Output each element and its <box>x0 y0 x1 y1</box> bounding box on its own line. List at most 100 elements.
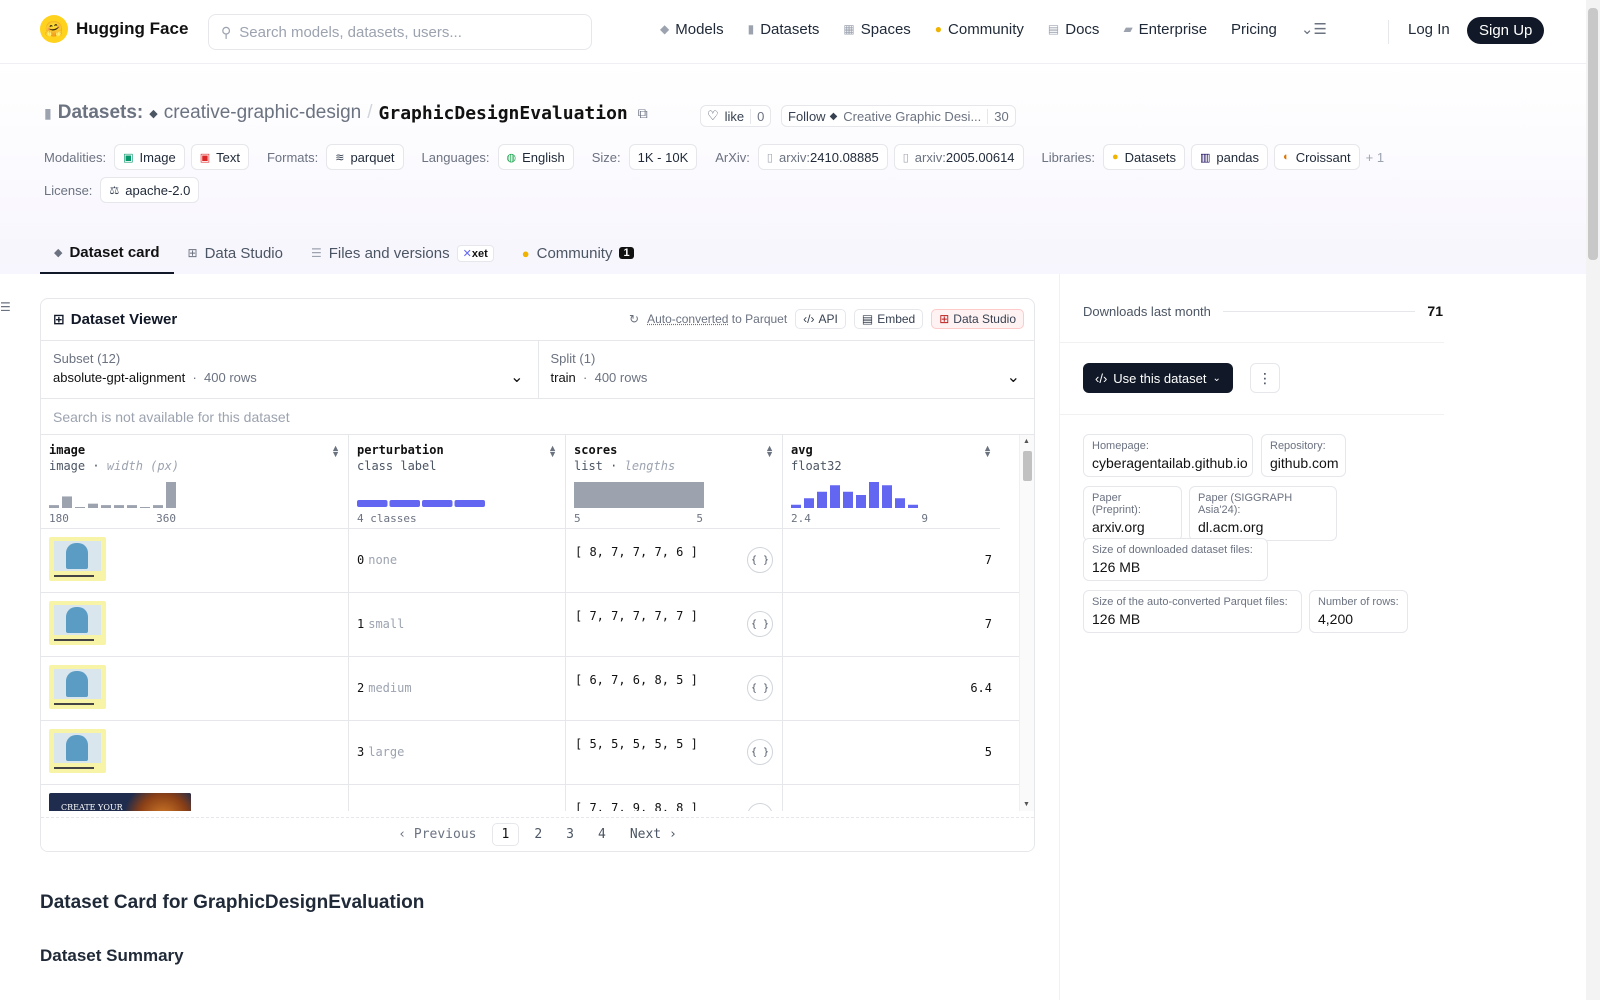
tag-arxiv-1[interactable]: ▯ arxiv: 2410.08885 <box>757 144 888 170</box>
use-this-dataset-button[interactable]: ‹/› Use this dataset ⌄ <box>1083 363 1233 393</box>
histogram-bar[interactable] <box>114 505 124 508</box>
histogram-bar[interactable] <box>882 485 892 508</box>
table-row[interactable]: 0 none [ 8, 7, 7, 7, 6 ] { } 7 <box>41 529 1021 593</box>
image-thumbnail[interactable] <box>49 665 106 709</box>
column-header-image[interactable]: image image · width (px) ▲ ▼ 180 360 <box>41 435 349 529</box>
sort-icon[interactable]: ▲ ▼ <box>331 443 340 459</box>
tag-arxiv-2[interactable]: ▯ arxiv: 2005.00614 <box>893 144 1024 170</box>
image-cell[interactable] <box>41 657 349 721</box>
info-repository[interactable]: Repository: github.com <box>1261 434 1346 477</box>
histogram-bar[interactable] <box>856 495 866 508</box>
image-thumbnail[interactable] <box>49 601 106 645</box>
more-options-button[interactable]: ⋮ <box>1250 363 1280 393</box>
tag-library-pandas[interactable]: ▥ pandas <box>1190 144 1269 170</box>
table-row[interactable]: 1 small [ 7, 7, 7, 7, 7 ] { } 7 <box>41 593 1021 657</box>
like-button[interactable]: ♡ like 0 <box>700 105 772 127</box>
expand-json-icon[interactable]: { } <box>747 739 773 765</box>
histogram-bar[interactable] <box>88 503 98 508</box>
histogram-bar[interactable] <box>869 482 879 508</box>
image-thumbnail[interactable] <box>49 537 106 581</box>
libraries-more[interactable]: + 1 <box>1365 149 1385 165</box>
nav-docs[interactable]: ▤ Docs <box>1048 21 1100 38</box>
table-row[interactable]: 2 medium [ 6, 7, 6, 8, 5 ] { } 6.4 <box>41 657 1021 721</box>
sort-icon[interactable]: ▲ ▼ <box>983 443 992 459</box>
brand-logo-link[interactable]: 🤗 Hugging Face <box>40 15 188 43</box>
page-button-1[interactable]: 1 <box>491 823 520 846</box>
embed-button[interactable]: ▤ Embed <box>853 309 924 329</box>
table-row[interactable]: CREATE YOUR [ 7, 7, 9, 8, 8 ] { } <box>41 785 1021 811</box>
histogram-bar[interactable] <box>830 485 840 508</box>
scroll-up-icon[interactable]: ▲ <box>1023 438 1030 445</box>
signup-button[interactable]: Sign Up <box>1467 17 1545 44</box>
sort-icon[interactable]: ▲ ▼ <box>548 443 557 459</box>
nav-community[interactable]: ● Community <box>935 21 1024 38</box>
tag-license[interactable]: ⚖ apache-2.0 <box>100 177 200 203</box>
tab-dataset-card[interactable]: ◆ Dataset card <box>40 232 174 274</box>
tab-data-studio[interactable]: ⊞ Data Studio <box>174 232 297 274</box>
split-dropdown[interactable]: Split (1) train · 400 rows ⌄ <box>537 341 1035 398</box>
page-scroll-thumb[interactable] <box>1588 8 1598 260</box>
tab-community[interactable]: ● Community 1 <box>508 232 648 274</box>
image-cell[interactable] <box>41 593 349 657</box>
histogram-bar[interactable] <box>75 507 85 508</box>
histogram-bar[interactable] <box>49 505 59 508</box>
tag-size[interactable]: 1K - 10K <box>628 144 698 170</box>
org-link[interactable]: creative-graphic-design <box>163 102 362 123</box>
expand-json-icon[interactable]: { } <box>747 547 773 573</box>
info-paper-siggraph[interactable]: Paper (SIGGRAPH Asia'24): dl.acm.org <box>1189 486 1337 541</box>
sort-icon[interactable]: ▲ ▼ <box>765 443 774 459</box>
grid-scrollbar[interactable]: ▲ ▼ <box>1019 435 1034 811</box>
data-studio-button[interactable]: ⊞ Data Studio <box>931 309 1024 329</box>
histogram-bar[interactable] <box>153 505 163 508</box>
login-link[interactable]: Log In <box>1408 21 1450 38</box>
subset-dropdown[interactable]: Subset (12) absolute-gpt-alignment · 400… <box>41 341 538 398</box>
follow-button[interactable]: Follow ◆ Creative Graphic Desi... 30 <box>781 105 1016 127</box>
info-homepage[interactable]: Homepage: cyberagentailab.github.io <box>1083 434 1253 477</box>
nav-more-menu[interactable]: ⌄☰ <box>1301 20 1327 38</box>
class-bar[interactable] <box>454 500 486 507</box>
repo-name[interactable]: GraphicDesignEvaluation <box>378 102 628 124</box>
histogram-bar[interactable] <box>127 505 137 508</box>
image-cell[interactable]: CREATE YOUR <box>41 785 349 811</box>
page-button-4[interactable]: 4 <box>597 827 606 842</box>
toc-toggle-icon[interactable]: ☰ <box>0 300 11 314</box>
histogram-bar[interactable] <box>817 491 827 508</box>
scroll-thumb[interactable] <box>1023 451 1032 481</box>
nav-models[interactable]: ◆ Models <box>660 21 724 38</box>
previous-page-button[interactable]: ‹ Previous <box>389 824 485 845</box>
copy-icon[interactable]: ⧉ <box>637 104 648 121</box>
page-button-3[interactable]: 3 <box>566 827 574 842</box>
length-bar[interactable] <box>574 482 704 508</box>
histogram-bar[interactable] <box>140 507 150 508</box>
search-input[interactable] <box>239 23 570 41</box>
nav-pricing[interactable]: Pricing <box>1231 21 1277 38</box>
histogram-bar[interactable] <box>895 498 905 508</box>
column-header-perturbation[interactable]: perturbation class label ▲ ▼ 4 classes <box>349 435 566 529</box>
expand-json-icon[interactable]: { } <box>747 611 773 637</box>
class-bar[interactable] <box>389 500 421 507</box>
next-page-button[interactable]: Next › <box>621 824 686 845</box>
nav-enterprise[interactable]: ▰ Enterprise <box>1123 21 1207 38</box>
histogram-bar[interactable] <box>166 482 176 508</box>
tag-language-english[interactable]: ◍ English <box>497 144 574 170</box>
histogram-bar[interactable] <box>101 505 111 508</box>
info-paper-preprint[interactable]: Paper (Preprint): arxiv.org <box>1083 486 1182 541</box>
column-header-avg[interactable]: avg float32 ▲ ▼ 2.4 9 <box>783 435 1000 529</box>
scroll-down-icon[interactable]: ▼ <box>1023 801 1030 808</box>
image-thumbnail[interactable]: CREATE YOUR <box>49 793 191 811</box>
auto-converted-link[interactable]: Auto-converted to Parquet <box>647 312 787 326</box>
histogram-bar[interactable] <box>62 496 72 508</box>
nav-spaces[interactable]: ▦ Spaces <box>843 21 910 38</box>
histogram-bar[interactable] <box>791 504 801 508</box>
page-button-2[interactable]: 2 <box>534 827 543 842</box>
table-row[interactable]: 3 large [ 5, 5, 5, 5, 5 ] { } 5 <box>41 721 1021 785</box>
histogram-bar[interactable] <box>908 504 918 508</box>
repo-type-label[interactable]: Datasets: <box>57 102 144 123</box>
image-cell[interactable] <box>41 721 349 785</box>
histogram-bar[interactable] <box>843 491 853 508</box>
tag-format-parquet[interactable]: ≋ parquet <box>326 144 404 170</box>
api-button[interactable]: ‹/› API <box>795 309 846 329</box>
tab-files-and-versions[interactable]: ☰ Files and versions ✕xet <box>297 232 508 274</box>
tag-library-croissant[interactable]: ◐ Croissant <box>1274 144 1360 170</box>
